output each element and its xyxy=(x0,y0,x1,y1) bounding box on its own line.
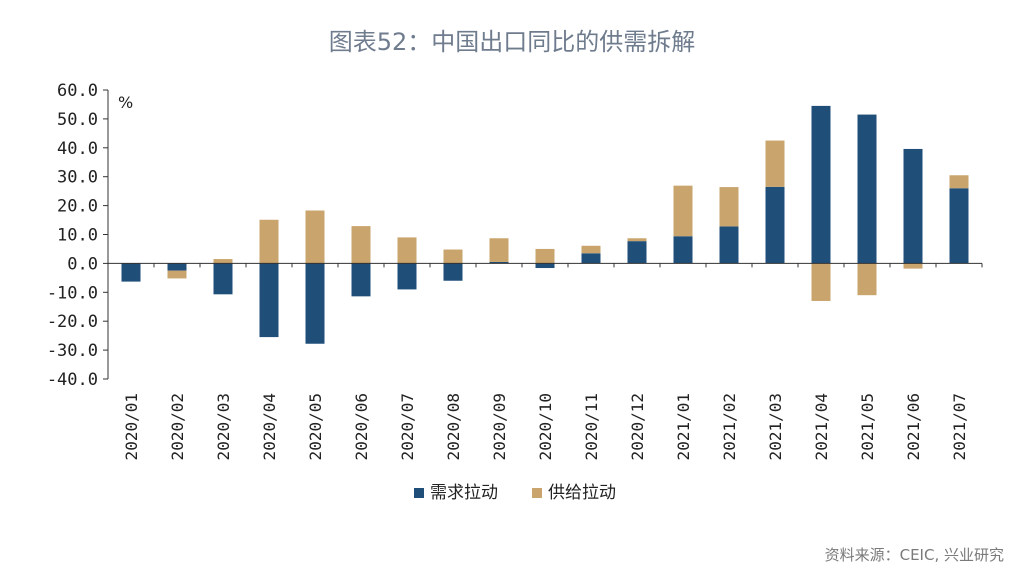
x-tick-label: 2020/04 xyxy=(260,393,279,460)
legend-swatch-demand xyxy=(414,488,424,498)
source-note: 资料来源：CEIC, 兴业研究 xyxy=(824,546,1004,564)
y-tick-label: -10.0 xyxy=(47,283,98,303)
bar-demand xyxy=(857,114,877,264)
x-tick-label: 2021/05 xyxy=(858,393,877,460)
bar-demand xyxy=(305,263,325,344)
bar-demand xyxy=(627,241,647,264)
bar-demand xyxy=(811,105,831,264)
chart-title: 图表52：中国出口同比的供需拆解 xyxy=(328,28,696,56)
bar-supply xyxy=(857,263,877,296)
x-tick-label: 2020/07 xyxy=(398,393,417,460)
y-tick-label: 20.0 xyxy=(57,197,98,217)
x-tick-label: 2020/08 xyxy=(444,393,463,460)
x-tick-label: 2021/01 xyxy=(674,393,693,460)
bar-supply xyxy=(397,237,417,264)
bar-demand xyxy=(397,263,417,290)
x-tick-label: 2020/05 xyxy=(306,393,325,460)
x-tick-label: 2020/11 xyxy=(582,393,601,460)
y-tick-label: 30.0 xyxy=(57,168,98,188)
bar-supply xyxy=(811,263,831,301)
x-tick-label: 2021/02 xyxy=(720,393,739,460)
bar-demand xyxy=(949,188,969,264)
x-tick-label: 2020/09 xyxy=(490,393,509,460)
bar-supply xyxy=(259,219,279,264)
bar-demand xyxy=(489,261,509,264)
bar-supply xyxy=(949,175,969,189)
y-tick-label: -40.0 xyxy=(47,370,98,390)
y-tick-label: 50.0 xyxy=(57,110,98,130)
bar-supply xyxy=(213,259,233,264)
bar-demand xyxy=(167,263,187,271)
bar-supply xyxy=(673,185,693,237)
bar-demand xyxy=(259,263,279,338)
bar-supply xyxy=(351,226,371,264)
y-tick-label: 60.0 xyxy=(57,81,98,101)
x-tick-label: 2021/07 xyxy=(950,393,969,460)
bar-demand xyxy=(351,263,371,297)
bar-demand xyxy=(673,236,693,264)
x-tick-label: 2020/12 xyxy=(628,393,647,460)
y-tick-label: 40.0 xyxy=(57,139,98,159)
x-tick-label: 2021/04 xyxy=(812,393,831,460)
bar-supply xyxy=(903,263,923,269)
x-tick-label: 2020/03 xyxy=(214,393,233,460)
bar-supply xyxy=(535,248,555,264)
x-tick-label: 2021/03 xyxy=(766,393,785,460)
x-tick-label: 2020/01 xyxy=(122,393,141,460)
y-unit-label: % xyxy=(118,93,133,112)
bar-supply xyxy=(489,238,509,262)
legend-label-demand: 需求拉动 xyxy=(430,483,498,503)
legend-swatch-supply xyxy=(532,488,542,498)
bar-demand xyxy=(719,226,739,264)
bar-supply xyxy=(581,245,601,254)
y-tick-label: 0.0 xyxy=(67,254,98,274)
bar-supply xyxy=(305,210,325,264)
y-tick-label: -20.0 xyxy=(47,312,98,332)
x-tick-label: 2020/10 xyxy=(536,393,555,460)
legend-label-supply: 供给拉动 xyxy=(548,483,616,503)
bar-supply xyxy=(443,249,463,264)
y-tick-label: 10.0 xyxy=(57,226,98,246)
x-tick-label: 2020/06 xyxy=(352,393,371,460)
bar-supply xyxy=(765,140,785,187)
y-tick-label: -30.0 xyxy=(47,341,98,361)
bar-demand xyxy=(121,263,141,282)
bar-supply xyxy=(167,270,187,279)
bar-demand xyxy=(443,263,463,281)
bar-supply xyxy=(627,238,647,242)
x-tick-label: 2021/06 xyxy=(904,393,923,460)
bar-demand xyxy=(903,148,923,264)
bar-demand xyxy=(535,263,555,269)
x-tick-label: 2020/02 xyxy=(168,393,187,460)
bar-supply xyxy=(719,187,739,227)
bar-demand xyxy=(213,263,233,295)
bar-demand xyxy=(581,253,601,264)
bar-demand xyxy=(765,186,785,264)
